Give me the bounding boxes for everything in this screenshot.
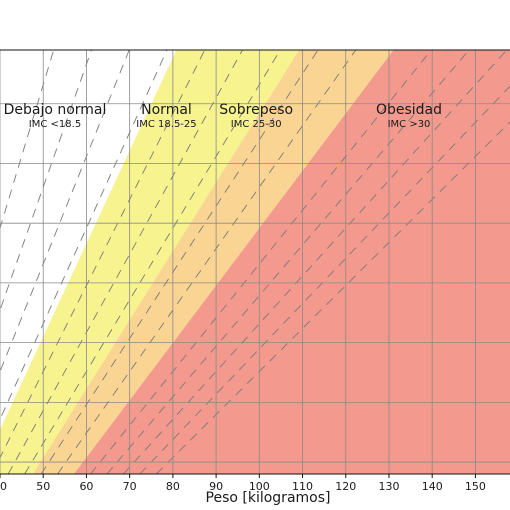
bmi-line-40 [156,121,510,474]
zone-range-3: IMC >30 [388,119,431,130]
x-tick-label: 40 [0,480,7,493]
zone-range-2: IMC 25-30 [231,119,282,130]
x-axis-label: Peso [kilogramos] [206,490,331,506]
x-tick-label: 90 [209,480,223,493]
bmi-dashed-lines [0,50,510,474]
x-tick-label: 70 [123,480,137,493]
grid-lines [0,50,510,474]
bmi-line-14 [0,50,92,312]
bmi-line-26 [40,50,319,474]
x-tick-label: 80 [166,480,180,493]
x-tick-label: 100 [249,480,270,493]
bmi-line-16 [0,50,130,373]
x-tick-label: 110 [292,480,313,493]
bmi-line-24 [24,50,281,474]
bmi-line-34 [106,50,470,474]
zone-name-2: Sobrepeso [219,102,293,118]
x-tick-label: 150 [465,480,486,493]
x-tick-label: 130 [378,480,399,493]
zone-range-0: IMC <18.5 [29,119,81,130]
zone-area-1 [0,50,300,474]
zone-range-1: IMC 18.5-25 [136,119,196,130]
x-tick-label: 50 [36,480,50,493]
x-tick-label: 140 [422,480,443,493]
x-tick-label: 60 [79,480,93,493]
zone-name-3: Obesidad [376,102,442,118]
x-tick-label: 120 [335,480,356,493]
bmi-line-12 [0,50,55,230]
zone-area-3 [74,50,510,474]
bmi-line-28 [57,50,357,474]
bmi-line-22 [7,50,243,474]
zone-area-2 [32,50,394,474]
zone-name-0: Debajo normal [4,102,107,118]
bmi-line-38 [139,85,510,474]
bmi-zones [0,50,510,474]
bmi-line-32 [90,50,432,474]
x-axis-ticks: 40 50 60 70 80 90 100 110 120 130 140 150 [0,474,486,493]
zone-name-1: Normal [141,102,192,118]
bmi-line-18 [0,50,168,421]
